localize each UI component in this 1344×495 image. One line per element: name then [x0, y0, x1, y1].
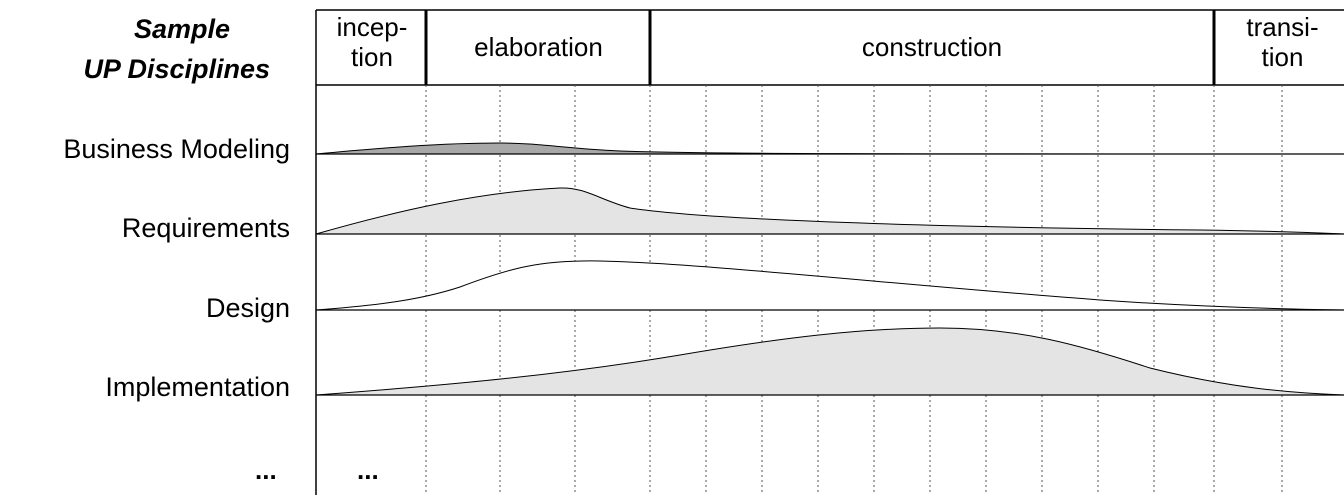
phase-elaboration-label: elaboration [427, 32, 650, 62]
phase-elaboration-line1: elaboration [474, 32, 603, 62]
discipline-label-requirements: Requirements [121, 213, 290, 243]
phase-transition-line1: transi- [1246, 12, 1319, 42]
phase-transition-label: transi- tion [1215, 12, 1344, 72]
phase-transition-line2: tion [1261, 42, 1304, 72]
curve-requirements [315, 187, 1344, 235]
more-disciplines-ellipsis: ... [255, 455, 277, 485]
phase-construction-line1: construction [861, 32, 1003, 62]
discipline-label-implementation: Implementation [105, 372, 290, 402]
title-line-1: Sample [133, 14, 230, 44]
curve-business-modeling [315, 142, 1344, 155]
curve-implementation [315, 327, 1344, 396]
title-line-2: UP Disciplines [83, 54, 270, 84]
phase-construction-label: construction [651, 32, 1213, 62]
phase-inception-line1: incep- [336, 12, 408, 42]
diagram-title: Sample UP Disciplines [0, 12, 300, 92]
discipline-label-business-modeling: Business Modeling [63, 134, 290, 164]
phase-inception-label: incep- tion [318, 12, 426, 72]
discipline-label-design: Design [205, 293, 290, 323]
more-cells-ellipsis: ... [357, 455, 379, 485]
phase-inception-line2: tion [351, 42, 393, 72]
curve-design [315, 260, 1344, 311]
